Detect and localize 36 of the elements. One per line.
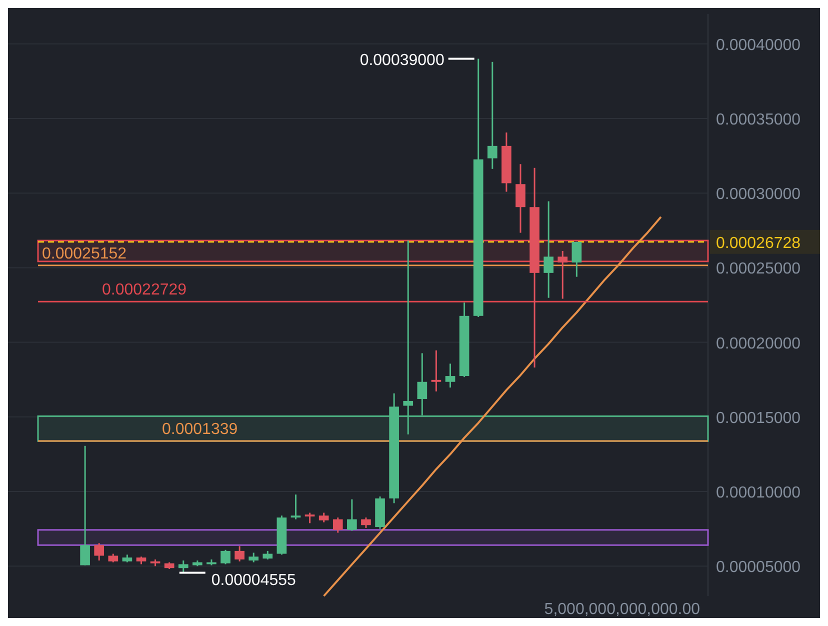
annotation: 0.00039000: [360, 52, 444, 69]
y-tick-label: 0.00040000: [716, 36, 801, 54]
ref-line-label: 0.00025152: [42, 245, 127, 262]
candlestick: [572, 241, 582, 278]
y-tick-label: 0.00015000: [716, 410, 801, 427]
text: 5,000,000,000,000.00: [544, 601, 700, 618]
candlestick: [94, 542, 104, 562]
candlestick: [304, 512, 315, 524]
candlestick: [487, 61, 498, 170]
candlestick: [558, 250, 568, 300]
y-tick-label: 0.00005000: [716, 559, 801, 576]
candlestick: [403, 240, 414, 436]
y-tick-label: 0.00020000: [716, 335, 801, 352]
candlestick: [234, 545, 244, 562]
y-tick-label: 0.00025000: [716, 260, 801, 278]
annotation: 0.00004555: [211, 572, 296, 589]
y-tick-label: 0.00010000: [716, 484, 801, 502]
candlestick: [544, 200, 554, 299]
candlestick: [516, 163, 526, 234]
ref-line-label: 0.00022729: [102, 282, 187, 299]
ref-line-label: 0.0001339: [162, 420, 238, 438]
candlestick: [431, 350, 442, 392]
candlestick: [332, 516, 343, 534]
candlestick: [347, 498, 357, 532]
y-tick-label: 0.00030000: [716, 186, 801, 204]
candlestick: [290, 494, 301, 520]
candlestick: [178, 560, 188, 574]
y-tick-label: 0.00035000: [716, 111, 801, 128]
candlestick: [220, 549, 230, 565]
candlestick: [445, 362, 456, 388]
candlestick: [248, 552, 259, 564]
ref-line-label: 0.00026728: [716, 234, 801, 252]
candlestick: [318, 512, 329, 524]
candlestick: [361, 516, 371, 529]
candlestick: [80, 445, 90, 566]
candlestick: [417, 352, 428, 416]
